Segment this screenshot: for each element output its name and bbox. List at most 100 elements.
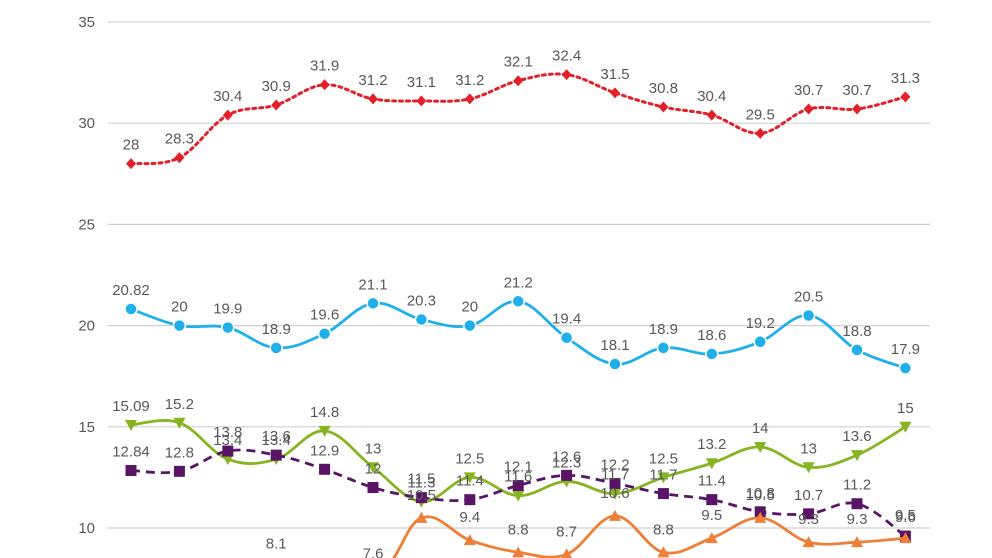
- data-label: 13.2: [697, 436, 726, 453]
- data-labels: 28 28.3 30.4 30.9 31.9 31.2 31.1 31.2 32.1 32.4 31…: [112, 48, 920, 558]
- data-point: [415, 492, 427, 504]
- data-point: [609, 509, 621, 521]
- data-label: 13.4: [262, 432, 291, 449]
- data-label: 10.7: [794, 487, 823, 504]
- data-label: 11.3: [407, 475, 435, 492]
- data-label: 8.7: [556, 523, 577, 540]
- data-point: [317, 326, 332, 341]
- data-point: [464, 494, 476, 506]
- data-point: [657, 472, 670, 484]
- data-point: [172, 318, 187, 333]
- data-label: 12.2: [600, 456, 629, 473]
- data-label: 12.8: [165, 444, 194, 461]
- data-point: [609, 488, 621, 500]
- data-point: [512, 490, 525, 502]
- data-point: [222, 445, 234, 457]
- data-label: 11.7: [601, 467, 629, 484]
- y-tick-label: 30: [78, 115, 95, 132]
- data-label: 12.84: [112, 444, 150, 461]
- data-point: [754, 442, 767, 454]
- data-label: 21.2: [504, 274, 533, 291]
- data-point: [706, 109, 717, 121]
- data-point: [559, 330, 574, 345]
- data-label: 32.4: [552, 48, 581, 65]
- data-label: 13.8: [213, 424, 242, 441]
- data-label: 10.6: [600, 485, 629, 502]
- data-point: [705, 347, 719, 361]
- data-label: 15.09: [112, 398, 150, 415]
- data-point: [173, 417, 186, 429]
- data-label: 11.4: [456, 473, 484, 490]
- data-label: 13: [365, 440, 382, 457]
- data-point: [174, 152, 185, 164]
- data-point: [319, 79, 330, 91]
- data-point: [221, 320, 235, 335]
- data-label: 29.5: [746, 106, 775, 123]
- data-point: [126, 158, 136, 170]
- data-label: 8.1: [266, 535, 287, 552]
- data-label: 13.6: [842, 428, 871, 445]
- series-line: [129, 72, 907, 166]
- data-label: 28.3: [165, 131, 194, 148]
- y-tick-label: 15: [78, 419, 95, 436]
- data-point: [754, 511, 767, 523]
- series-1: [126, 69, 911, 170]
- series-line: [130, 299, 906, 370]
- data-point: [658, 101, 669, 113]
- series-group: [124, 69, 913, 558]
- data-label: 32.1: [504, 54, 533, 71]
- series-line: [130, 448, 907, 538]
- data-label: 12.5: [455, 450, 484, 467]
- data-label: 12.3: [552, 454, 581, 471]
- data-point: [367, 462, 379, 474]
- data-label: 19.6: [310, 307, 339, 324]
- data-point: [512, 546, 525, 558]
- data-label: 8.8: [508, 521, 529, 538]
- data-label: 13.4: [213, 432, 242, 449]
- data-label: 19.4: [552, 311, 581, 328]
- grid-lines: [108, 21, 930, 529]
- data-point: [464, 93, 475, 105]
- data-label: 13: [800, 440, 817, 457]
- data-point: [898, 361, 913, 375]
- data-label: 9.5: [895, 507, 916, 524]
- data-label: 31.9: [310, 58, 339, 75]
- series-2: [124, 294, 913, 375]
- data-label: 9.3: [847, 511, 868, 528]
- data-point: [899, 421, 912, 433]
- data-label: 11.4: [698, 473, 726, 490]
- y-tick-label: 35: [78, 14, 95, 31]
- data-point: [222, 109, 233, 121]
- data-label: 30.7: [842, 82, 871, 99]
- data-point: [512, 479, 524, 491]
- data-label: 9.3: [798, 511, 819, 528]
- data-point: [657, 488, 669, 500]
- data-point: [608, 357, 622, 371]
- data-point: [754, 506, 766, 518]
- data-point: [851, 536, 863, 548]
- data-label: 19.9: [213, 301, 242, 318]
- data-label: 20.5: [794, 288, 823, 305]
- data-label: 30.7: [794, 82, 823, 99]
- data-label: 31.2: [455, 72, 484, 89]
- data-point: [221, 454, 234, 466]
- data-label: 31.1: [407, 74, 436, 91]
- data-point: [851, 450, 863, 462]
- data-point: [270, 449, 282, 461]
- data-label: 30.4: [697, 88, 726, 105]
- data-label: 20: [171, 299, 188, 316]
- data-label: 18.6: [697, 327, 726, 344]
- y-tick-label: 10: [78, 520, 95, 537]
- data-label: 10.5: [746, 487, 775, 504]
- data-point: [802, 536, 815, 548]
- data-label: 12.5: [649, 450, 678, 467]
- series-4: [125, 445, 911, 542]
- data-label: 7.6: [363, 546, 384, 558]
- data-point: [561, 69, 572, 81]
- data-label: 10.5: [407, 487, 436, 504]
- data-label: 18.1: [600, 337, 629, 354]
- data-label: 14.8: [310, 404, 339, 421]
- data-label: 9.4: [459, 509, 480, 526]
- data-label: 17.9: [891, 341, 920, 358]
